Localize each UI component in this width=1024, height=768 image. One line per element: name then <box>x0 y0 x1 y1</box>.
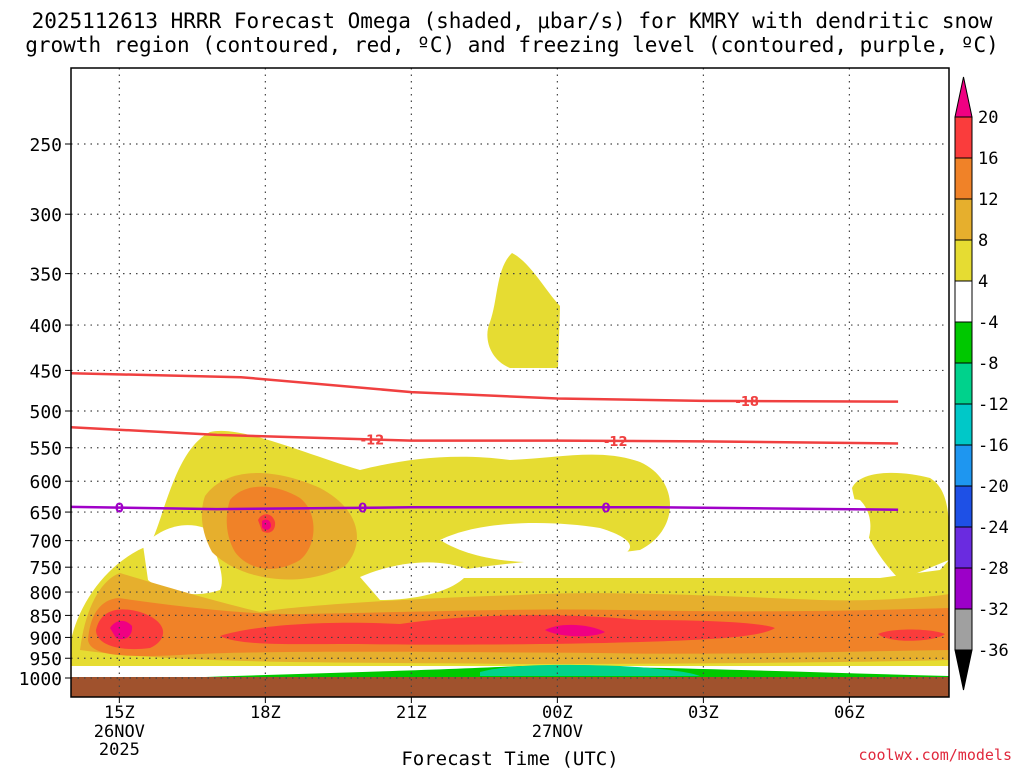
omega-region-yellow-east <box>852 472 949 580</box>
colorbar-label-16: 16 <box>978 149 998 169</box>
y-tick-label-1000: 1000 <box>19 669 62 690</box>
colorbar-label-20: 20 <box>978 108 998 128</box>
x-tick-date-15Z: 26NOV <box>94 722 145 742</box>
colorbar-label--16: -16 <box>978 436 1009 456</box>
y-tick-label-400: 400 <box>29 316 62 337</box>
omega-shading <box>71 253 949 697</box>
y-tick-label-900: 900 <box>29 628 62 649</box>
colorbar-bin--28-to--24 <box>954 526 973 569</box>
omega-hole-3 <box>440 523 630 563</box>
y-tick-label-350: 350 <box>29 265 62 286</box>
y-tick-label-500: 500 <box>29 402 62 423</box>
contour-label-0: -18 <box>735 395 759 410</box>
contour-lines <box>71 371 899 511</box>
colorbar-bin--32-to--28 <box>954 567 973 610</box>
colorbar-bin-8-to-12 <box>954 198 973 241</box>
omega-region-red-low-2 <box>220 615 775 645</box>
terrain-block <box>71 677 949 697</box>
contour-1 <box>71 425 899 445</box>
colorbar-bin--24-to--20 <box>954 485 973 528</box>
contour-0 <box>71 371 899 403</box>
grid-lines <box>71 68 949 697</box>
contour-label-5: 0 <box>602 501 611 516</box>
plot-frame <box>70 67 950 698</box>
colorbar-bin-16-to-20 <box>954 116 973 159</box>
x-tick-label-06Z: 06Z <box>834 703 865 723</box>
colorbar-bin--20-to--16 <box>954 444 973 487</box>
colorbar-bin--36-to--32 <box>954 608 973 651</box>
colorbar-bin--16-to--12 <box>954 403 973 446</box>
y-axis: 2503003504004505005506006507007508008509… <box>19 135 71 690</box>
chart-title-line2: growth region (contoured, red, ºC) and f… <box>25 33 999 57</box>
contour-label-4: 0 <box>358 502 367 517</box>
colorbar-bin--12-to--8 <box>954 362 973 405</box>
omega-hole-4 <box>690 495 871 566</box>
x-tick-label-03Z: 03Z <box>688 703 719 723</box>
x-tick-date-00Z: 27NOV <box>532 722 583 742</box>
y-tick-label-950: 950 <box>29 649 62 670</box>
colorbar-bin--4-to-4 <box>954 280 973 323</box>
omega-hole-1 <box>143 525 222 595</box>
x-tick-label-15Z: 15Z <box>104 703 135 723</box>
omega-region-magenta-low-1 <box>110 620 133 640</box>
credit-text[interactable]: coolwx.com/models <box>858 746 1012 764</box>
y-tick-label-250: 250 <box>29 135 62 156</box>
colorbar: -36 -32 -28 -24 -20 -16 -12 -8 -4 4 8 12 16 20 <box>954 76 1009 691</box>
colorbar-label--36: -36 <box>978 641 1009 661</box>
x-tick-year-15Z: 2025 <box>99 740 140 760</box>
y-tick-label-850: 850 <box>29 606 62 627</box>
x-axis-label: Forecast Time (UTC) <box>401 748 618 768</box>
colorbar-label-12: 12 <box>978 190 998 210</box>
colorbar-extend-low <box>954 649 973 691</box>
chart-title-line1: 2025112613 HRRR Forecast Omega (shaded, … <box>31 9 993 33</box>
contour-labels: -18 -12 -12 0 0 0 <box>115 395 759 517</box>
y-tick-label-800: 800 <box>29 583 62 604</box>
colorbar-label--20: -20 <box>978 477 1009 497</box>
x-tick-label-21Z: 21Z <box>396 703 427 723</box>
colorbar-label-4: 4 <box>978 272 988 292</box>
colorbar-label--8: -8 <box>978 354 998 374</box>
colorbar-bin-4-to-8 <box>954 239 973 282</box>
colorbar-label--12: -12 <box>978 395 1009 415</box>
colorbar-label-8: 8 <box>978 231 988 251</box>
omega-region-red-low-3 <box>878 629 945 641</box>
contour-2 <box>71 505 899 511</box>
contour-label-3: 0 <box>115 502 124 517</box>
y-tick-label-750: 750 <box>29 558 62 579</box>
omega-region-magenta-upper <box>262 519 271 530</box>
y-tick-label-300: 300 <box>29 205 62 226</box>
contour-label-1: -12 <box>361 434 385 449</box>
colorbar-extend-high <box>954 76 973 118</box>
omega-region-yellow-upper <box>487 253 560 368</box>
contour-label-2: -12 <box>604 435 628 450</box>
colorbar-label--28: -28 <box>978 559 1009 579</box>
omega-region-teal-surface <box>480 664 700 676</box>
colorbar-bin-12-to-16 <box>954 157 973 200</box>
colorbar-label--24: -24 <box>978 518 1009 538</box>
x-tick-label-18Z: 18Z <box>250 703 281 723</box>
colorbar-label--32: -32 <box>978 600 1009 620</box>
y-tick-label-450: 450 <box>29 361 62 382</box>
omega-hole-2 <box>360 562 470 600</box>
colorbar-bin--8-to--4 <box>954 321 973 364</box>
colorbar-label--4: -4 <box>978 313 998 333</box>
omega-region-magenta-low-2 <box>545 624 605 637</box>
x-tick-label-00Z: 00Z <box>542 703 573 723</box>
y-tick-label-600: 600 <box>29 472 62 493</box>
y-tick-label-650: 650 <box>29 503 62 524</box>
y-tick-label-700: 700 <box>29 532 62 553</box>
y-tick-label-550: 550 <box>29 439 62 460</box>
